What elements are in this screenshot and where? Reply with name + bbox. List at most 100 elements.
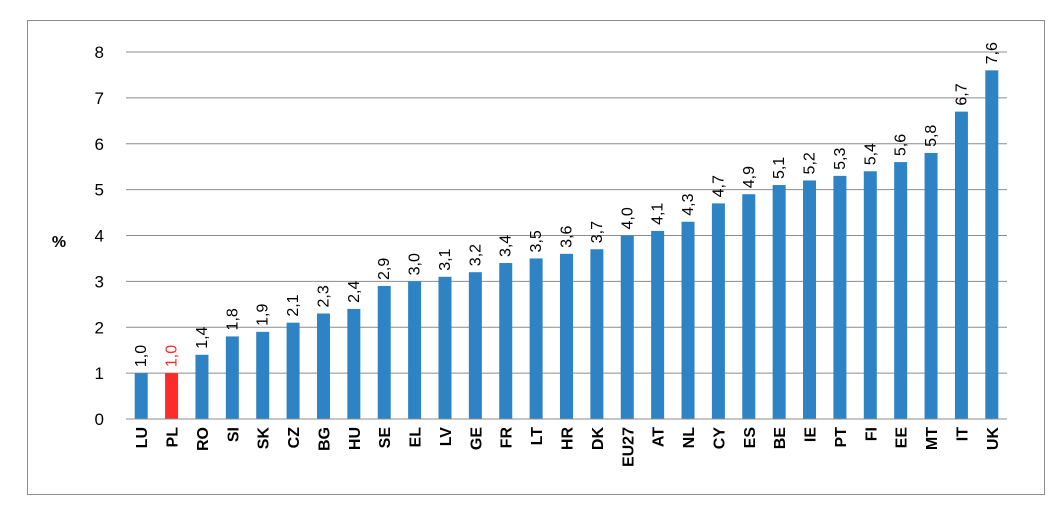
y-tick-label: 0 [95, 410, 104, 429]
value-label-nl: 4,3 [680, 193, 697, 215]
category-label-ge: GE [468, 427, 485, 450]
category-label-fi: FI [863, 427, 880, 441]
value-label-es: 4,9 [741, 166, 758, 188]
category-label-it: IT [954, 427, 971, 441]
category-label-bg: BG [316, 427, 333, 451]
bar-eu27 [620, 235, 634, 419]
grid-lines [126, 51, 1007, 374]
bar-pt [833, 175, 847, 419]
category-label-hu: HU [347, 427, 364, 450]
category-label-lt: LT [529, 427, 546, 446]
category-label-fr: FR [499, 427, 516, 449]
category-label-dk: DK [590, 427, 607, 451]
category-label-mt: MT [924, 427, 941, 450]
category-labels: LU PL RO SI SK CZ BG HU SE EL LV GE FR LT HR DK EU27 AT NL… [134, 427, 1002, 467]
value-label-eu27: 4,0 [619, 207, 636, 229]
value-label-uk: 7,6 [984, 42, 1001, 64]
value-label-lu: 1,0 [133, 345, 150, 367]
value-label-fi: 5,4 [862, 143, 879, 165]
y-axis-ticks: 0 1 2 3 4 5 6 7 8 [95, 43, 104, 429]
bar-be [772, 185, 786, 419]
value-label-cy: 4,7 [710, 175, 727, 197]
value-label-it: 6,7 [953, 83, 970, 105]
bar-it [954, 111, 968, 419]
value-label-pt: 5,3 [832, 148, 849, 170]
value-label-fr: 3,4 [498, 235, 515, 257]
y-tick-label: 8 [95, 43, 104, 62]
category-label-se: SE [377, 427, 394, 449]
bar-ie [803, 180, 817, 419]
bar-fr [499, 263, 513, 419]
y-tick-label: 6 [95, 135, 104, 154]
value-labels: 1,0 1,0 1,4 1,8 1,9 2,1 2,3 2,4 2,9 3,0 3,1 3,2 3,4 3… [133, 42, 1001, 367]
bar-fi [863, 171, 877, 419]
bar-pl [165, 373, 179, 419]
bars [134, 70, 999, 420]
category-label-sk: SK [256, 427, 273, 450]
category-label-lu: LU [134, 427, 151, 448]
bar-el [408, 281, 422, 419]
value-label-el: 3,0 [407, 253, 424, 275]
category-label-lv: LV [438, 427, 455, 447]
y-tick-label: 5 [95, 181, 104, 200]
category-label-be: BE [772, 427, 789, 450]
bar-ee [894, 162, 908, 419]
bar-nl [681, 221, 695, 419]
bar-lt [529, 258, 543, 419]
y-tick-label: 3 [95, 272, 104, 291]
value-label-hu: 2,4 [346, 281, 363, 303]
category-label-ie: IE [803, 427, 820, 442]
bar-lu [134, 373, 148, 419]
category-label-ro: RO [195, 427, 212, 451]
value-label-ge: 3,2 [467, 244, 484, 266]
category-label-nl: NL [681, 427, 698, 449]
value-label-be: 5,1 [771, 157, 788, 179]
bar-hr [560, 253, 573, 419]
bar-sk [256, 331, 270, 419]
category-label-ee: EE [894, 427, 911, 449]
value-label-hr: 3,6 [559, 226, 576, 248]
y-tick-label: 1 [95, 364, 104, 383]
bar-at [651, 230, 665, 419]
category-label-at: AT [651, 427, 668, 447]
category-label-si: SI [225, 427, 242, 442]
bar-ro [195, 354, 209, 419]
category-label-uk: UK [985, 427, 1002, 451]
bar-se [377, 285, 391, 419]
value-label-lv: 3,1 [437, 248, 454, 270]
category-label-el: EL [408, 427, 425, 448]
value-label-si: 1,8 [224, 308, 241, 330]
bar-si [225, 336, 239, 419]
value-label-ro: 1,4 [194, 326, 211, 348]
bar-dk [590, 249, 604, 419]
value-label-mt: 5,8 [923, 125, 940, 147]
bar-ge [468, 272, 482, 419]
y-axis-label: % [52, 234, 66, 251]
value-label-ee: 5,6 [893, 134, 910, 156]
value-label-ie: 5,2 [802, 152, 819, 174]
bar-hu [347, 308, 361, 419]
value-label-pl: 1,0 [164, 345, 181, 367]
bar-cz [286, 322, 300, 419]
bar-mt [924, 152, 938, 420]
bar-es [742, 194, 756, 419]
bar-cy [711, 203, 725, 419]
category-label-cy: CY [711, 427, 728, 450]
value-label-sk: 1,9 [255, 303, 272, 325]
value-label-se: 2,9 [376, 258, 393, 280]
value-label-lt: 3,5 [528, 230, 545, 252]
category-label-es: ES [742, 427, 759, 449]
y-tick-label: 2 [95, 318, 104, 337]
category-label-eu27: EU27 [620, 427, 637, 467]
bar-lv [438, 276, 452, 419]
value-label-at: 4,1 [650, 203, 667, 225]
value-label-cz: 2,1 [285, 294, 302, 316]
value-label-dk: 3,7 [589, 221, 606, 243]
y-tick-label: 4 [95, 227, 104, 246]
category-label-hr: HR [560, 427, 577, 451]
category-label-cz: CZ [286, 427, 303, 449]
category-label-pt: PT [833, 427, 850, 448]
y-tick-label: 7 [95, 89, 104, 108]
value-label-bg: 2,3 [315, 285, 332, 307]
